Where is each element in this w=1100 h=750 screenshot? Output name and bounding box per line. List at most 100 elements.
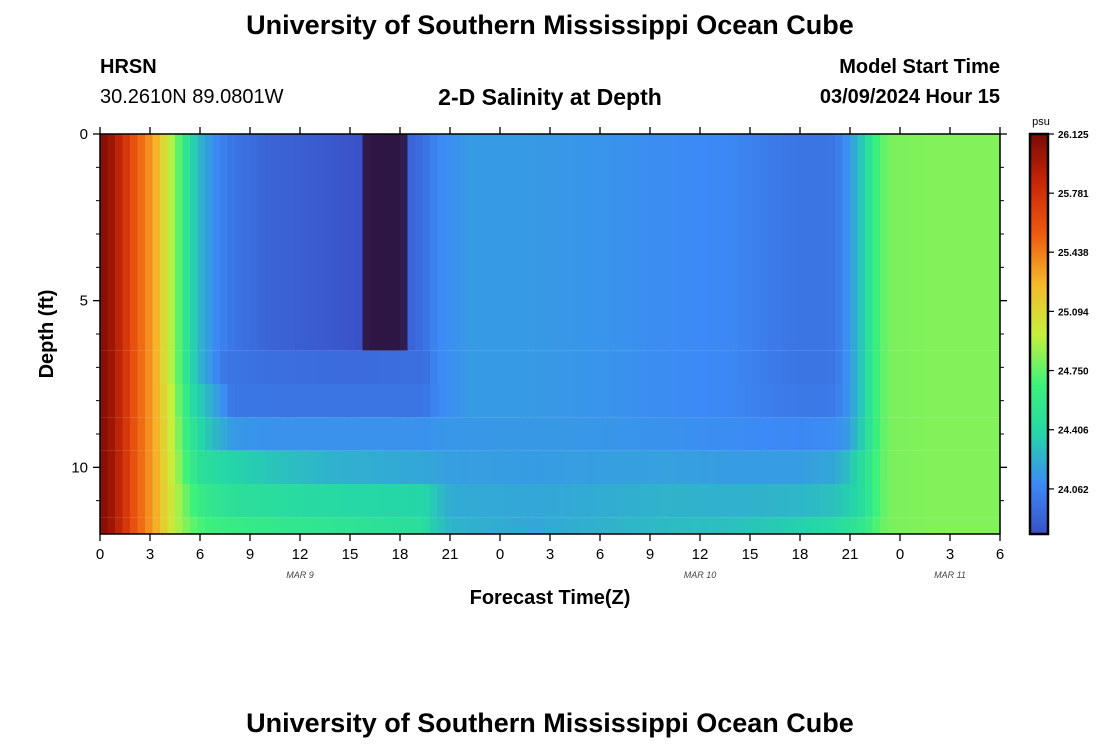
heatmap-cell bbox=[242, 134, 251, 351]
heatmap-cell bbox=[992, 484, 1001, 518]
heatmap-cell bbox=[910, 384, 919, 418]
heatmap-cell bbox=[430, 450, 439, 484]
heatmap-cell bbox=[910, 417, 919, 451]
heatmap-cell bbox=[340, 517, 349, 534]
heatmap-cell bbox=[895, 134, 904, 351]
station-name: HRSN bbox=[100, 56, 157, 78]
heatmap-cell bbox=[535, 384, 544, 418]
heatmap-cell bbox=[302, 417, 311, 451]
heatmap-cell bbox=[812, 384, 821, 418]
heatmap-cell bbox=[310, 517, 319, 534]
heatmap-cell bbox=[415, 350, 424, 384]
heatmap-cell bbox=[947, 384, 956, 418]
heatmap-cell bbox=[880, 517, 889, 534]
heatmap-cell bbox=[955, 384, 964, 418]
heatmap-cell bbox=[137, 517, 146, 534]
heatmap-cell bbox=[835, 484, 844, 518]
heatmap-cell bbox=[977, 517, 986, 534]
heatmap-cell bbox=[715, 450, 724, 484]
heatmap-cell bbox=[835, 450, 844, 484]
heatmap-cell bbox=[880, 450, 889, 484]
heatmap-cell bbox=[640, 134, 649, 351]
heatmap-cell bbox=[625, 484, 634, 518]
heatmap-cell bbox=[925, 517, 934, 534]
heatmap-cell bbox=[130, 450, 139, 484]
heatmap-cell bbox=[505, 450, 514, 484]
heatmap-cell bbox=[647, 384, 656, 418]
heatmap-cell bbox=[865, 450, 874, 484]
heatmap-cell bbox=[332, 450, 341, 484]
heatmap-cell bbox=[692, 417, 701, 451]
heatmap-cell bbox=[640, 384, 649, 418]
heatmap-cell bbox=[512, 450, 521, 484]
heatmap-cell bbox=[460, 134, 469, 351]
heatmap-cell bbox=[812, 134, 821, 351]
heatmap-cell bbox=[212, 134, 221, 351]
heatmap-cell bbox=[542, 134, 551, 351]
heatmap-cell bbox=[550, 450, 559, 484]
heatmap-cell bbox=[985, 350, 994, 384]
heatmap-cell bbox=[182, 417, 191, 451]
heatmap-cell bbox=[182, 350, 191, 384]
heatmap-cell bbox=[947, 417, 956, 451]
heatmap-cell bbox=[797, 450, 806, 484]
heatmap-cell bbox=[722, 417, 731, 451]
heatmap-cell bbox=[272, 517, 281, 534]
heatmap-cell bbox=[790, 450, 799, 484]
heatmap-cell bbox=[490, 517, 499, 534]
heatmap-cell bbox=[460, 450, 469, 484]
heatmap-cell bbox=[955, 450, 964, 484]
heatmap-cell bbox=[272, 484, 281, 518]
heatmap-cell bbox=[340, 350, 349, 384]
heatmap-cell bbox=[940, 350, 949, 384]
heatmap-cells bbox=[100, 134, 1001, 534]
heatmap-cell bbox=[880, 384, 889, 418]
colorbar-tick-label: 24.750 bbox=[1058, 367, 1089, 378]
heatmap-cell bbox=[692, 384, 701, 418]
heatmap-cell bbox=[700, 450, 709, 484]
heatmap-cell bbox=[782, 450, 791, 484]
heatmap-cell bbox=[550, 517, 559, 534]
heatmap-cell bbox=[760, 484, 769, 518]
x-tick-label: 3 bbox=[546, 546, 554, 563]
heatmap-cell bbox=[152, 450, 161, 484]
heatmap-cell bbox=[497, 417, 506, 451]
heatmap-cell bbox=[565, 484, 574, 518]
heatmap-cell bbox=[610, 384, 619, 418]
heatmap-cell bbox=[902, 450, 911, 484]
heatmap-cell bbox=[467, 517, 476, 534]
heatmap-cell bbox=[797, 350, 806, 384]
heatmap-cell bbox=[355, 484, 364, 518]
heatmap-cell bbox=[347, 350, 356, 384]
heatmap-cell bbox=[737, 384, 746, 418]
heatmap-cell bbox=[730, 134, 739, 351]
heatmap-cell bbox=[257, 484, 266, 518]
heatmap-cell bbox=[400, 484, 409, 518]
heatmap-cell bbox=[415, 417, 424, 451]
heatmap-cell bbox=[520, 450, 529, 484]
colorbar-unit-label: psu bbox=[1032, 116, 1050, 128]
heatmap-cell bbox=[175, 450, 184, 484]
heatmap-cell bbox=[700, 350, 709, 384]
heatmap-cell bbox=[835, 350, 844, 384]
heatmap-cell bbox=[542, 450, 551, 484]
heatmap-cell bbox=[100, 450, 109, 484]
heatmap-cell bbox=[640, 450, 649, 484]
heatmap-cell bbox=[257, 517, 266, 534]
heatmap-cell bbox=[452, 517, 461, 534]
heatmap-cell bbox=[992, 384, 1001, 418]
heatmap-cell bbox=[325, 517, 334, 534]
heatmap-cell bbox=[280, 450, 289, 484]
heatmap-cell bbox=[932, 134, 941, 351]
heatmap-cell bbox=[475, 384, 484, 418]
heatmap-cell bbox=[377, 517, 386, 534]
heatmap-cell bbox=[752, 134, 761, 351]
heatmap-cell bbox=[617, 350, 626, 384]
heatmap-cell bbox=[797, 384, 806, 418]
heatmap-cell bbox=[865, 134, 874, 351]
heatmap-cell bbox=[490, 134, 499, 351]
heatmap-cell bbox=[115, 384, 124, 418]
heatmap-cell bbox=[415, 517, 424, 534]
heatmap-cell bbox=[962, 384, 971, 418]
heatmap-cell bbox=[272, 384, 281, 418]
